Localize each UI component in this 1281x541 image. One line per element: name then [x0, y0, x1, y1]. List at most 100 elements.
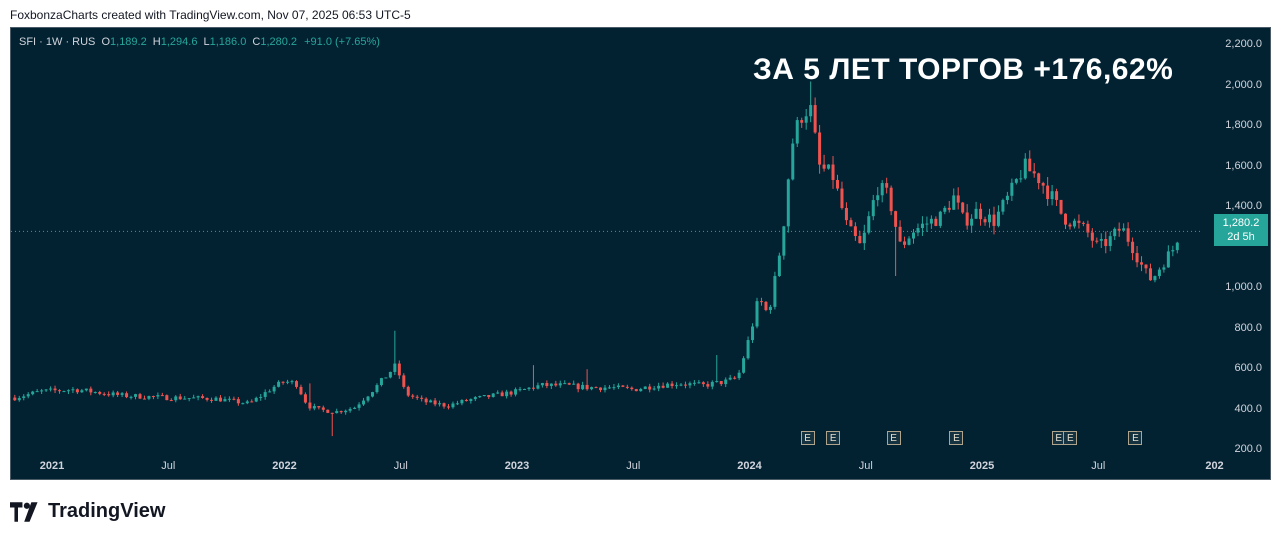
- price-chart[interactable]: [11, 28, 1270, 479]
- candle: [286, 379, 290, 385]
- candle-body: [996, 211, 1000, 226]
- earnings-marker[interactable]: E: [949, 431, 964, 445]
- candle-body: [370, 392, 374, 397]
- candle-body: [710, 381, 714, 387]
- candle-body: [1028, 158, 1032, 172]
- candle: [281, 381, 285, 385]
- candle-body: [1166, 251, 1170, 268]
- candle: [531, 365, 535, 391]
- candle-body: [1032, 171, 1036, 174]
- candle: [840, 181, 844, 210]
- candle: [178, 393, 182, 400]
- candle: [558, 380, 562, 388]
- earnings-marker[interactable]: E: [1063, 431, 1078, 445]
- candle-body: [308, 402, 312, 409]
- candle-body: [196, 396, 200, 398]
- earnings-marker[interactable]: E: [826, 431, 841, 445]
- earnings-marker[interactable]: E: [1128, 431, 1143, 445]
- candle: [303, 392, 307, 404]
- candle-body: [934, 218, 938, 226]
- candle-body: [321, 407, 325, 410]
- candle: [827, 164, 831, 170]
- candle: [487, 394, 491, 400]
- candle: [478, 395, 482, 399]
- candle: [165, 394, 169, 401]
- candle: [737, 369, 741, 380]
- candle-body: [268, 391, 272, 393]
- candle-body: [719, 381, 723, 385]
- candle-body: [281, 381, 285, 383]
- candle-body: [98, 392, 102, 394]
- chart-area[interactable]: SFI · 1W · RUS O1,189.2 H1,294.6 L1,186.…: [10, 27, 1271, 480]
- candle: [724, 377, 728, 388]
- earnings-marker[interactable]: E: [800, 431, 815, 445]
- candle-body: [169, 400, 173, 402]
- candle: [447, 404, 451, 410]
- candle: [1050, 185, 1054, 206]
- candle: [116, 390, 120, 398]
- candle-body: [688, 383, 692, 386]
- symbol-label[interactable]: SFI · 1W · RUS: [19, 36, 96, 48]
- candle: [956, 187, 960, 210]
- tradingview-logo[interactable]: TradingView: [10, 500, 165, 523]
- candle: [379, 377, 383, 387]
- price-tick-label: 1,600.0: [1225, 159, 1262, 172]
- candle-body: [424, 398, 428, 403]
- candle: [227, 396, 231, 402]
- candle-body: [706, 384, 710, 387]
- candle: [147, 395, 151, 401]
- earnings-marker[interactable]: E: [886, 431, 901, 445]
- candle: [13, 394, 17, 402]
- candle-body: [464, 399, 468, 402]
- candle-body: [1072, 220, 1076, 227]
- candle: [174, 395, 178, 403]
- candle: [554, 380, 558, 387]
- candle-body: [1148, 268, 1152, 281]
- candle-body: [912, 232, 916, 239]
- candle-body: [402, 375, 406, 387]
- symbol-legend[interactable]: SFI · 1W · RUS O1,189.2 H1,294.6 L1,186.…: [19, 36, 380, 48]
- candle-body: [1171, 250, 1175, 252]
- candle-body: [961, 202, 965, 213]
- candle-body: [657, 385, 661, 389]
- price-tick-label: 600.0: [1234, 362, 1262, 375]
- candle-body: [111, 392, 115, 396]
- candle: [312, 403, 316, 411]
- candle-body: [849, 220, 853, 227]
- candle-body: [692, 382, 696, 384]
- candle: [518, 386, 522, 392]
- candle-body: [277, 381, 281, 387]
- candle-body: [241, 403, 245, 405]
- candle: [1010, 178, 1014, 201]
- candle: [576, 382, 580, 393]
- candle-body: [809, 105, 813, 117]
- candle: [594, 386, 598, 389]
- candle-body: [607, 387, 611, 389]
- candle-body: [433, 400, 437, 405]
- headline-annotation: ЗА 5 ЛЕТ ТОРГОВ +176,62%: [753, 53, 1174, 86]
- time-tick-label: 2025: [969, 460, 995, 472]
- candle-body: [1162, 267, 1166, 270]
- candle: [1144, 264, 1148, 274]
- candle: [53, 385, 57, 394]
- candle: [889, 185, 893, 216]
- high-value: 1,294.6: [160, 36, 198, 48]
- candle: [1122, 223, 1126, 231]
- candle-body: [44, 389, 48, 391]
- candle: [643, 386, 647, 390]
- candle-body: [733, 377, 737, 379]
- time-tick-label: Jul: [1091, 460, 1106, 472]
- candle-body: [514, 389, 518, 395]
- candle-body: [625, 386, 629, 388]
- candle: [880, 180, 884, 203]
- candle: [254, 396, 258, 403]
- candle: [894, 210, 898, 276]
- candle: [701, 381, 705, 387]
- candle-body: [768, 306, 772, 311]
- candle-body: [988, 214, 992, 223]
- candle-body: [142, 398, 146, 400]
- candle: [411, 393, 415, 399]
- candle: [142, 395, 146, 400]
- candle-body: [666, 383, 670, 388]
- candle-body: [885, 183, 889, 188]
